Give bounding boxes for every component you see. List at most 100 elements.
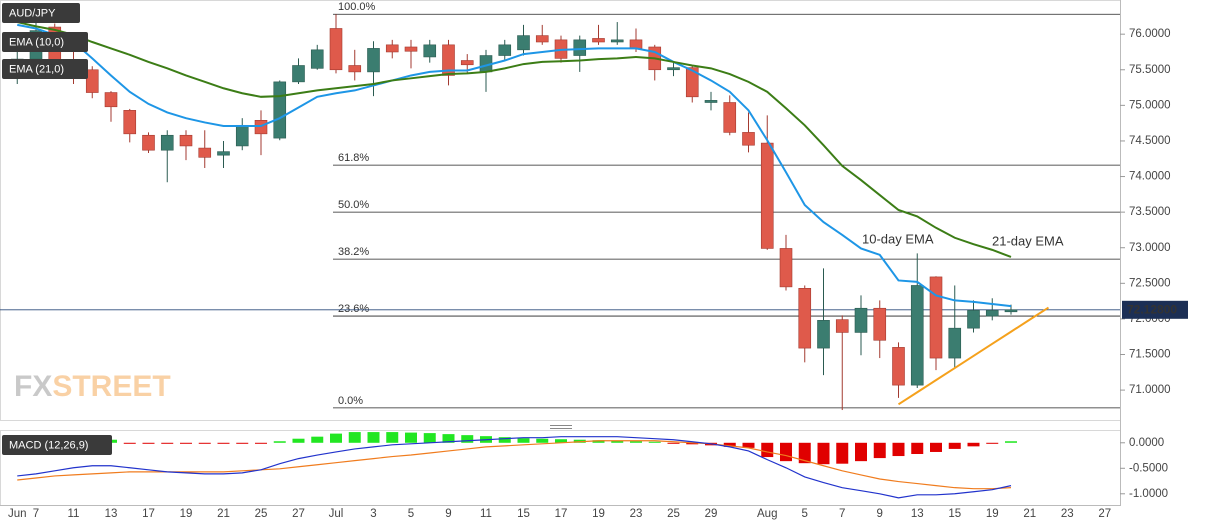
histogram-bar [855,442,867,462]
candle-body [442,44,455,76]
candle-body [1004,309,1018,313]
x-tick-label: 29 [705,508,718,520]
x-tick-label: 17 [555,508,568,520]
x-tick-label: 21 [1023,508,1036,520]
candle-body [404,46,418,52]
candle-body [329,28,343,71]
annotation: 21-day EMA [992,233,1064,248]
x-tick-label: 27 [1098,508,1111,520]
histogram-bar [892,442,905,457]
histogram-bar [217,442,230,444]
candle-body [367,48,380,73]
candle-body [85,69,99,93]
x-tick-label: 5 [408,508,414,520]
histogram-bar [930,442,942,452]
y-tick-label: 73.5000 [1129,206,1171,218]
x-tick-label: 23 [630,508,643,520]
histogram-bar [367,432,380,443]
candle-body [310,49,324,69]
histogram-bar [967,442,980,447]
x-tick-label: 7 [33,508,39,520]
histogram-bar [517,438,530,443]
x-tick-label: 5 [802,508,808,520]
candle-body [254,120,268,135]
fib-label: 50.0% [338,199,369,211]
histogram-bar [723,442,736,447]
histogram-bar [555,439,567,443]
watermark-part: STREET [52,370,170,403]
candle-body [742,132,755,146]
candle-body [385,44,399,53]
candle-body [685,67,699,98]
candle-body [292,65,305,83]
legend-box [2,3,80,23]
histogram-bar [536,438,549,443]
x-tick-label: 27 [292,508,305,520]
x-tick-label: 23 [1061,508,1074,520]
histogram-bar [386,432,399,443]
histogram-bar [611,440,624,443]
histogram-bar [442,434,455,443]
legend-label: AUD/JPY [9,7,56,19]
candle-body [179,134,193,147]
macd-title: MACD (12,26,9) [9,439,88,451]
histogram-bar [255,442,267,444]
splitter [550,425,572,429]
x-tick-label: Jun [8,508,27,520]
candle-body [948,327,962,359]
y-tick-label: 74.0000 [1129,171,1171,183]
histogram-bar [236,442,249,444]
histogram-bar [630,441,642,443]
histogram-bar [986,442,999,444]
histogram-bar [292,438,305,443]
trendline [897,306,1050,406]
histogram-bar [836,442,849,464]
histogram-bar [180,442,192,444]
watermark: FXSTREET [14,370,171,403]
histogram-bar [405,432,417,443]
ema-line [17,21,1012,258]
candle-body [235,124,249,147]
x-tick-label: 13 [911,508,924,520]
x-tick-label: Aug [757,508,777,520]
histogram-bar [780,442,792,462]
candle-body [760,142,774,249]
annotation: 10-day EMA [862,231,934,246]
histogram-bar [948,442,961,449]
watermark-part: FX [14,370,52,403]
ema-line [17,23,1012,308]
candle-body [629,39,643,49]
candle-body [573,39,587,56]
x-tick-label: 21 [217,508,230,520]
candle-body [198,147,212,158]
y-tick-label: -1.0000 [1129,488,1168,500]
candle-body [423,44,437,58]
x-tick-label: 11 [68,508,80,520]
y-tick-label: 75.5000 [1129,64,1171,76]
candle-body [104,92,118,108]
candle-body [217,151,230,156]
fib-label: 23.6% [338,303,369,315]
candle-body [929,276,943,359]
x-tick-label: 19 [986,508,999,520]
x-tick-label: 19 [180,508,193,520]
candle-body [142,134,155,151]
fib-label: 100.0% [338,1,376,13]
histogram-bar [648,441,661,443]
fib-label: 0.0% [338,395,363,407]
histogram-bar [348,432,361,443]
histogram-bar [142,442,155,444]
candle-body [854,307,868,333]
histogram-bar [330,433,342,443]
histogram-bar [123,442,136,444]
candle-body [273,81,287,139]
x-tick-label: 9 [445,508,451,520]
candle-body [779,248,793,288]
price-tag-label: 72.12800 [1127,302,1177,316]
legend-box [2,59,88,79]
signal-line [17,440,1012,490]
histogram-bar [686,442,699,445]
